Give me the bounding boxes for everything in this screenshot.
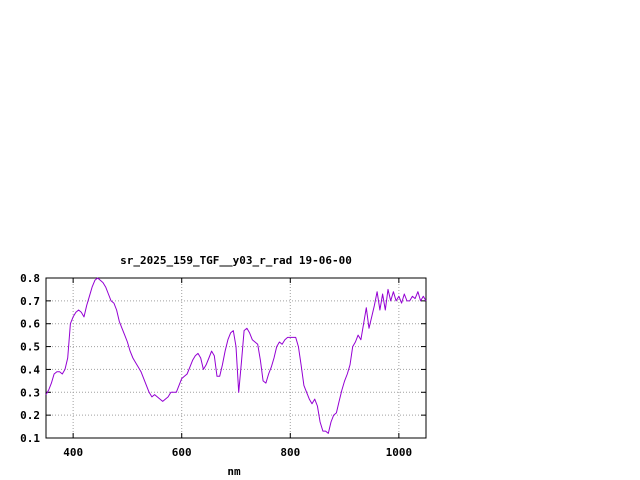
y-tick-label: 0.6 (20, 318, 40, 331)
series-line (45, 277, 427, 434)
x-tick-label: 800 (280, 446, 300, 459)
axis-ticks: 0.1 0.2 0.3 0.4 0.5 0.6 0.7 0.8 400 600 800 1000 (20, 272, 426, 459)
y-tick-label: 0.1 (20, 432, 40, 445)
grid-lines (46, 278, 426, 438)
y-tick-label: 0.4 (20, 363, 40, 376)
y-tick-label: 0.2 (20, 409, 40, 422)
x-tick-label: 1000 (386, 446, 413, 459)
y-tick-label: 0.5 (20, 341, 40, 354)
y-tick-label: 0.3 (20, 386, 40, 399)
y-tick-label: 0.7 (20, 295, 40, 308)
plot-frame (45, 277, 427, 439)
y-tick-label: 0.8 (20, 272, 40, 285)
x-tick-label: 600 (172, 446, 192, 459)
x-tick-label: 400 (63, 446, 83, 459)
series-layer (45, 277, 427, 434)
x-axis-label: nm (227, 465, 241, 478)
chart-title: sr_2025_159_TGF__y03_r_rad 19-06-00 (120, 254, 352, 267)
